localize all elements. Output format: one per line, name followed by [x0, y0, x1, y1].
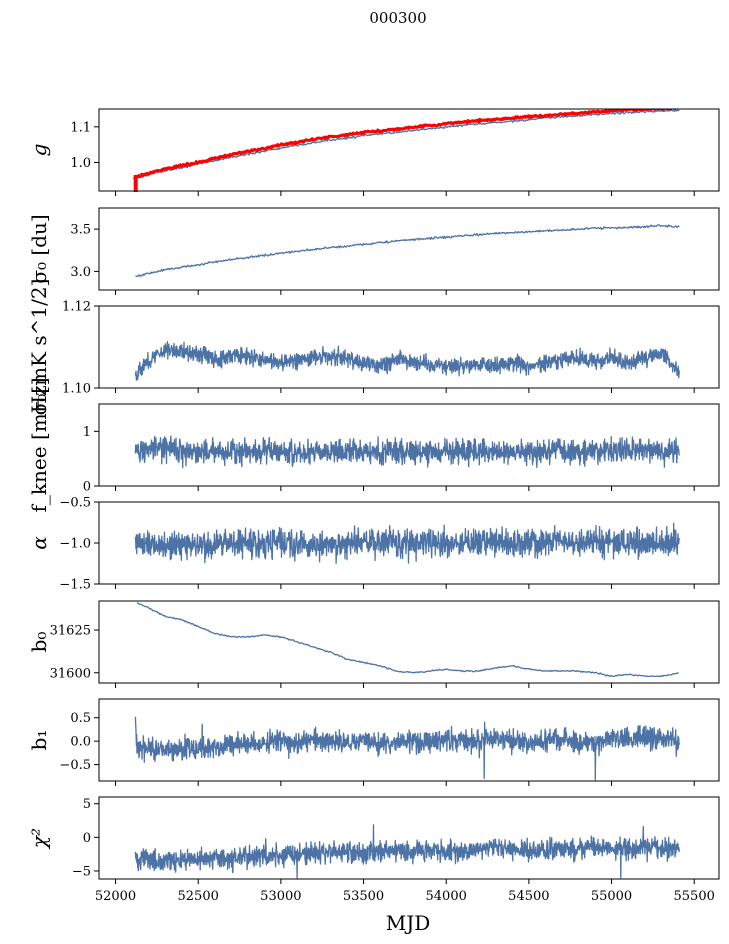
y-axis-label: χ²	[27, 828, 51, 850]
y-tick-label: 31600	[50, 666, 91, 681]
panel-alpha: −1.5 −1.0 −0.5 α	[27, 496, 720, 593]
axes-frame	[98, 207, 720, 291]
x-tick-label: 54500	[508, 889, 549, 904]
axes-frame	[98, 108, 720, 192]
y-tick-label: −0.5	[59, 758, 91, 773]
y-tick-label: 0.5	[70, 711, 91, 726]
y-axis-label: b₁	[27, 730, 51, 751]
x-axis-label: MJD	[386, 911, 431, 935]
y-tick-label: 31625	[50, 624, 91, 639]
y-tick-label: 1.1	[70, 120, 91, 135]
x-tick-label: 55000	[591, 889, 632, 904]
series-line-chi2	[134, 824, 680, 879]
axes-frame	[98, 600, 720, 684]
y-axis-label: α	[27, 536, 51, 550]
y-tick-label: 3.5	[70, 223, 91, 238]
x-tick-label: 53000	[260, 889, 301, 904]
series-line-fknee	[134, 435, 680, 469]
x-tick-label: 52000	[95, 889, 136, 904]
y-axis-label: g	[27, 144, 51, 157]
panel-fknee: 0 1 f_knee [mHz]	[27, 378, 720, 513]
panels: 1.0 1.1 g 3.0 3.5 σ₀ [du] 1.10 1.12 σ₀[mK s^1/2]…	[27, 108, 720, 904]
y-tick-label: 1.12	[62, 300, 91, 315]
series-line-g_ref	[132, 109, 680, 180]
series-line-b1	[134, 716, 680, 781]
panel-sigma0_mK: 1.10 1.12 σ₀[mK s^1/2]	[27, 279, 720, 416]
y-tick-label: −5	[72, 864, 91, 879]
y-axis-label: σ₀ [du]	[27, 214, 51, 283]
panel-chi2: −5 0 5 52000 52500 53000 53500 54000 54500 55000 5…	[27, 796, 720, 904]
y-axis-label: σ₀[mK s^1/2]	[27, 279, 51, 416]
axes-frame	[98, 796, 720, 880]
y-tick-label: 0	[83, 831, 91, 846]
y-tick-label: 1.0	[70, 156, 91, 171]
x-tick-label: 55500	[674, 889, 715, 904]
panel-b1: −0.5 0.0 0.5 b₁	[27, 698, 720, 786]
series-line-b0	[136, 602, 679, 678]
y-tick-label: −0.5	[59, 496, 91, 511]
axes-frame	[98, 305, 720, 389]
y-tick-label: −1.0	[59, 537, 91, 552]
y-tick-label: −1.5	[59, 578, 91, 593]
y-tick-label: 0	[83, 480, 91, 495]
x-tick-label: 52500	[178, 889, 219, 904]
panel-g: 1.0 1.1 g	[27, 108, 720, 196]
y-tick-label: 1	[83, 425, 91, 440]
y-tick-label: 0.0	[70, 735, 91, 750]
series-line-alpha	[134, 522, 680, 564]
y-axis-label: f_knee [mHz]	[27, 378, 51, 513]
x-tick-label: 54000	[426, 889, 467, 904]
series-line-sigma0_mK	[134, 341, 680, 381]
panel-sigma0_du: 3.0 3.5 σ₀ [du]	[27, 207, 720, 295]
figure-title: 000300	[369, 9, 426, 27]
series-line-g	[133, 109, 680, 179]
y-tick-label: 1.10	[62, 382, 91, 397]
axes-frame	[98, 698, 720, 782]
y-axis-label: b₀	[27, 632, 51, 653]
series-line-sigma0_du	[135, 224, 680, 278]
y-tick-label: 5	[83, 797, 91, 812]
y-tick-label: 3.0	[70, 265, 91, 280]
axes-frame	[98, 403, 720, 487]
x-tick-label: 53500	[343, 889, 384, 904]
